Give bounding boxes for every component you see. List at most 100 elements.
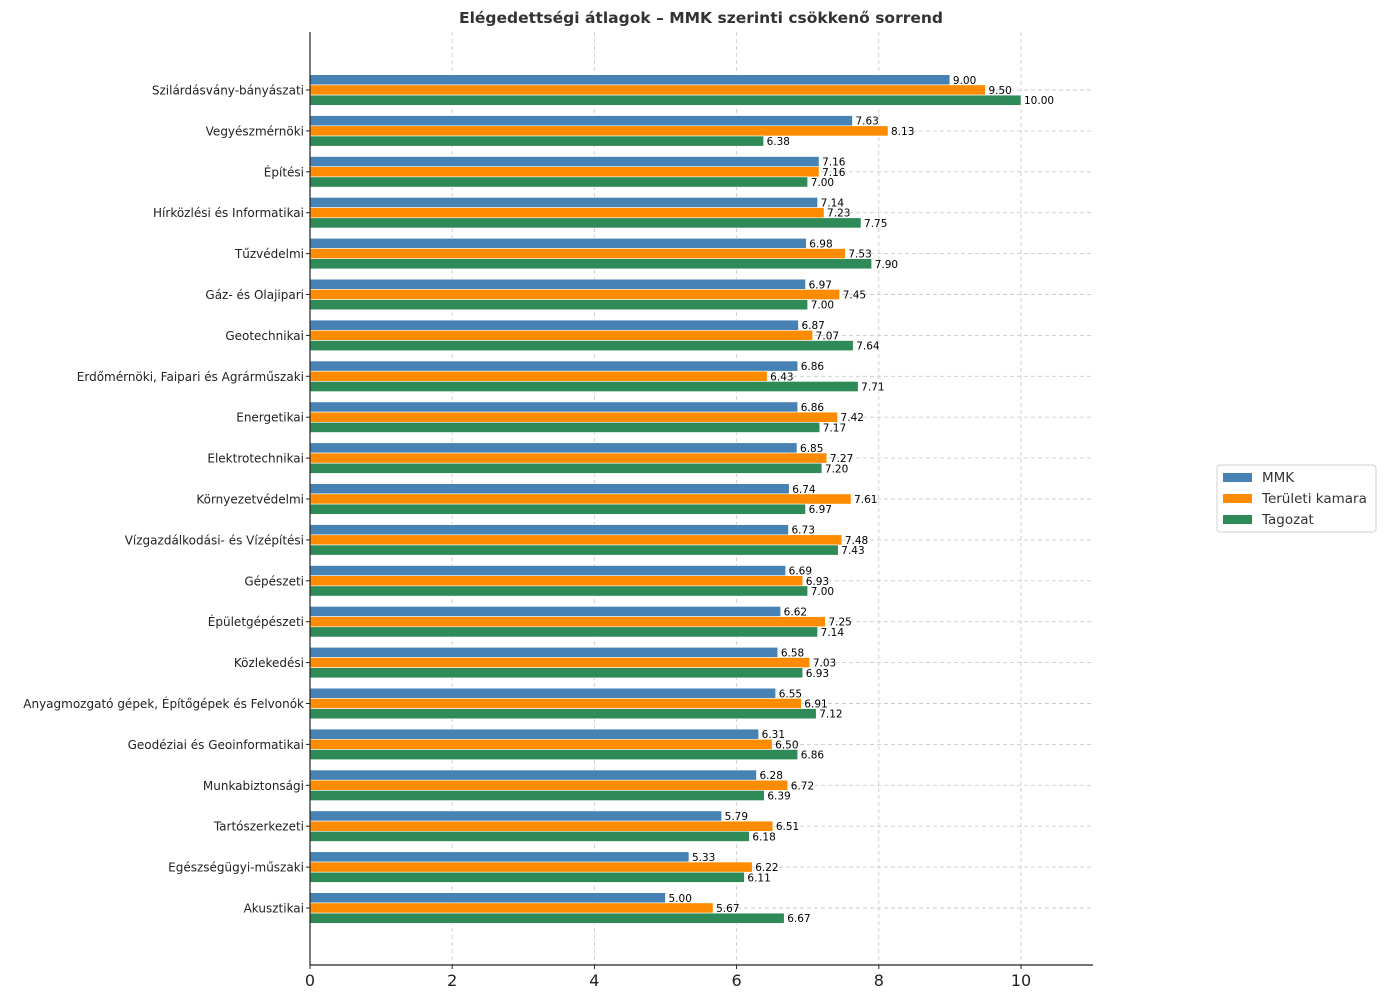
y-tick-label: Geotechnikai <box>225 329 304 343</box>
value-label: 10.00 <box>1024 95 1054 107</box>
value-label: 6.28 <box>760 770 783 782</box>
bar-tagozat <box>309 135 764 147</box>
value-label: 6.85 <box>800 443 823 455</box>
value-label: 7.16 <box>822 167 846 179</box>
bar-tagozat <box>309 749 799 760</box>
bar-területi-kamara <box>309 657 811 668</box>
value-label: 9.50 <box>988 85 1011 97</box>
bar-mmk <box>309 810 722 822</box>
bar-területi-kamara <box>309 84 986 96</box>
bar-tagozat <box>309 585 809 597</box>
bar-mmk <box>309 851 690 863</box>
y-tick-label: Tűzvédelmi <box>234 247 304 261</box>
value-label: 6.67 <box>787 913 810 925</box>
y-tick-label: Épületgépészeti <box>208 614 304 629</box>
value-label: 6.55 <box>779 688 802 700</box>
bar-területi-kamara <box>309 493 852 505</box>
bars-layer <box>309 74 1022 924</box>
bar-mmk <box>309 278 806 290</box>
legend-swatch <box>1223 494 1252 503</box>
value-label: 7.64 <box>856 341 880 353</box>
bar-területi-kamara <box>309 698 802 709</box>
bar-tagozat <box>309 544 839 556</box>
bar-mmk <box>309 565 786 576</box>
y-tick-label: Szilárdásvány-bányászati <box>152 84 304 98</box>
value-label: 6.22 <box>755 862 778 874</box>
value-label: 7.16 <box>822 157 846 169</box>
bar-tagozat <box>309 462 823 474</box>
bar-területi-kamara <box>309 370 768 382</box>
bar-tagozat <box>309 217 862 229</box>
bar-területi-kamara <box>309 411 838 423</box>
bar-területi-kamara <box>309 861 753 873</box>
legend-label: MMK <box>1262 470 1295 486</box>
value-label: 7.00 <box>811 177 834 189</box>
axes: 0 2 4 6 8 10 <box>305 32 1093 990</box>
value-label: 7.17 <box>823 422 846 434</box>
value-label: 7.43 <box>841 545 864 557</box>
value-label: 7.90 <box>875 259 898 271</box>
value-label: 6.98 <box>809 238 832 250</box>
bar-mmk <box>309 442 798 454</box>
y-tick-label: Gáz- és Olajipari <box>205 288 304 302</box>
y-tick-label: Elektrotechnikai <box>207 452 304 466</box>
x-tick-label: 2 <box>447 971 457 990</box>
bar-mmk <box>309 769 757 781</box>
y-tick-label: Anyagmozgató gépek, Építőgépek és Felvon… <box>23 696 304 711</box>
value-label: 6.97 <box>809 504 832 516</box>
y-tick-label: Energetikai <box>236 411 304 425</box>
bar-tagozat <box>309 299 809 311</box>
bar-mmk <box>309 360 799 372</box>
y-tick-label: Építési <box>264 164 304 179</box>
y-tick-label: Környezetvédelmi <box>196 493 304 507</box>
bar-mmk <box>309 646 779 658</box>
bar-mmk <box>309 74 951 86</box>
value-label: 6.11 <box>747 872 770 884</box>
bar-mmk <box>309 401 799 413</box>
y-tick-label: Gépészeti <box>244 574 304 588</box>
bar-területi-kamara <box>309 329 813 341</box>
value-label: 6.43 <box>770 371 793 383</box>
bar-tagozat <box>309 94 1022 106</box>
bar-mmk <box>309 687 777 699</box>
x-tick-label: 10 <box>1011 971 1031 990</box>
bar-tagozat <box>309 667 804 679</box>
value-label: 9.00 <box>953 75 976 87</box>
value-label: 7.07 <box>816 330 839 342</box>
bar-mmk <box>309 156 820 167</box>
value-label: 6.91 <box>804 699 827 711</box>
bar-területi-kamara <box>309 820 774 832</box>
grid-layer <box>310 32 1093 965</box>
value-label: 7.61 <box>854 494 877 506</box>
y-tick-label: Akusztikai <box>244 902 304 916</box>
bar-mmk <box>309 892 666 904</box>
legend-swatch <box>1223 473 1252 482</box>
value-label: 7.45 <box>843 290 866 302</box>
value-label: 7.14 <box>821 627 845 639</box>
y-tick-label: Munkabiztonsági <box>203 779 304 793</box>
bar-tagozat <box>309 790 765 801</box>
value-label: 7.48 <box>845 535 868 547</box>
value-label: 7.03 <box>813 658 836 670</box>
value-label: 6.97 <box>809 279 832 291</box>
value-label: 6.50 <box>775 739 798 751</box>
value-label: 6.86 <box>801 750 825 762</box>
x-tick-label: 4 <box>589 971 599 990</box>
value-label: 6.86 <box>801 402 825 414</box>
bar-területi-kamara <box>309 575 804 587</box>
value-label: 6.86 <box>801 361 825 373</box>
value-label: 7.75 <box>864 218 887 230</box>
bar-területi-kamara <box>309 248 846 259</box>
value-label: 7.25 <box>828 617 851 629</box>
value-label: 7.71 <box>861 382 884 394</box>
bar-területi-kamara <box>309 534 843 546</box>
bar-mmk <box>309 319 799 331</box>
legend-swatch <box>1223 515 1252 524</box>
bar-területi-kamara <box>309 166 820 178</box>
bar-mmk <box>309 115 853 127</box>
value-label: 6.69 <box>789 566 812 578</box>
legend-label: Tagozat <box>1261 512 1314 528</box>
y-tick-label: Közlekedési <box>234 656 304 670</box>
value-label: 7.27 <box>830 453 853 465</box>
bar-tagozat <box>309 708 817 720</box>
